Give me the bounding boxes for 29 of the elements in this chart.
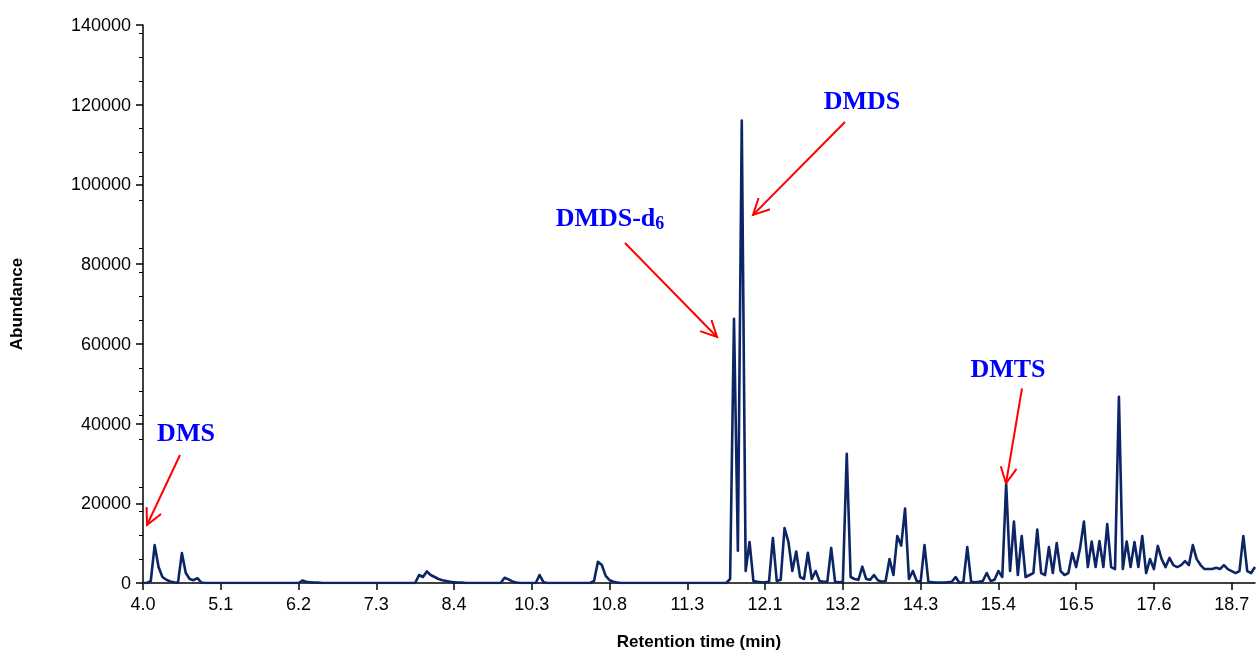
x-axis-title: Retention time (min) xyxy=(616,632,782,651)
y-tick-label: 120000 xyxy=(70,94,131,115)
y-tick-label: 80000 xyxy=(80,254,131,275)
x-tick-label: 11.3 xyxy=(670,594,705,614)
x-tick-label: 18.7 xyxy=(1214,594,1250,614)
x-tick-label: 17.6 xyxy=(1136,594,1172,614)
annotation: DMTS xyxy=(970,354,1046,384)
y-tick-label: 40000 xyxy=(80,413,131,434)
annotation: DMDS-d$_{6}$ xyxy=(555,202,665,233)
x-tick-label: 14.3 xyxy=(903,594,939,614)
y-tick-label: 100000 xyxy=(70,174,131,195)
y-tick-label: 20000 xyxy=(80,493,131,514)
y-tick-label: 140000 xyxy=(70,15,131,35)
x-tick-label: 10.3 xyxy=(514,594,550,614)
y-tick-label: 0 xyxy=(120,573,131,593)
x-tick-label: 16.5 xyxy=(1058,594,1094,614)
x-tick-label: 12.1 xyxy=(747,594,783,614)
y-tick-label: 60000 xyxy=(80,333,131,354)
x-tick-label: 4.0 xyxy=(130,594,156,614)
x-tick-label: 13.2 xyxy=(825,594,861,614)
annotation: DMDS xyxy=(823,85,901,115)
x-tick-label: 6.2 xyxy=(286,594,312,614)
x-tick-label: 10.8 xyxy=(592,594,628,614)
x-tick-label: 5.1 xyxy=(208,594,234,614)
x-tick-label: 15.4 xyxy=(980,594,1016,614)
x-tick-label: 8.4 xyxy=(441,594,467,614)
annotation: DMS xyxy=(157,417,215,447)
y-axis-title: Abundance xyxy=(7,257,26,351)
x-tick-label: 7.3 xyxy=(363,594,389,614)
